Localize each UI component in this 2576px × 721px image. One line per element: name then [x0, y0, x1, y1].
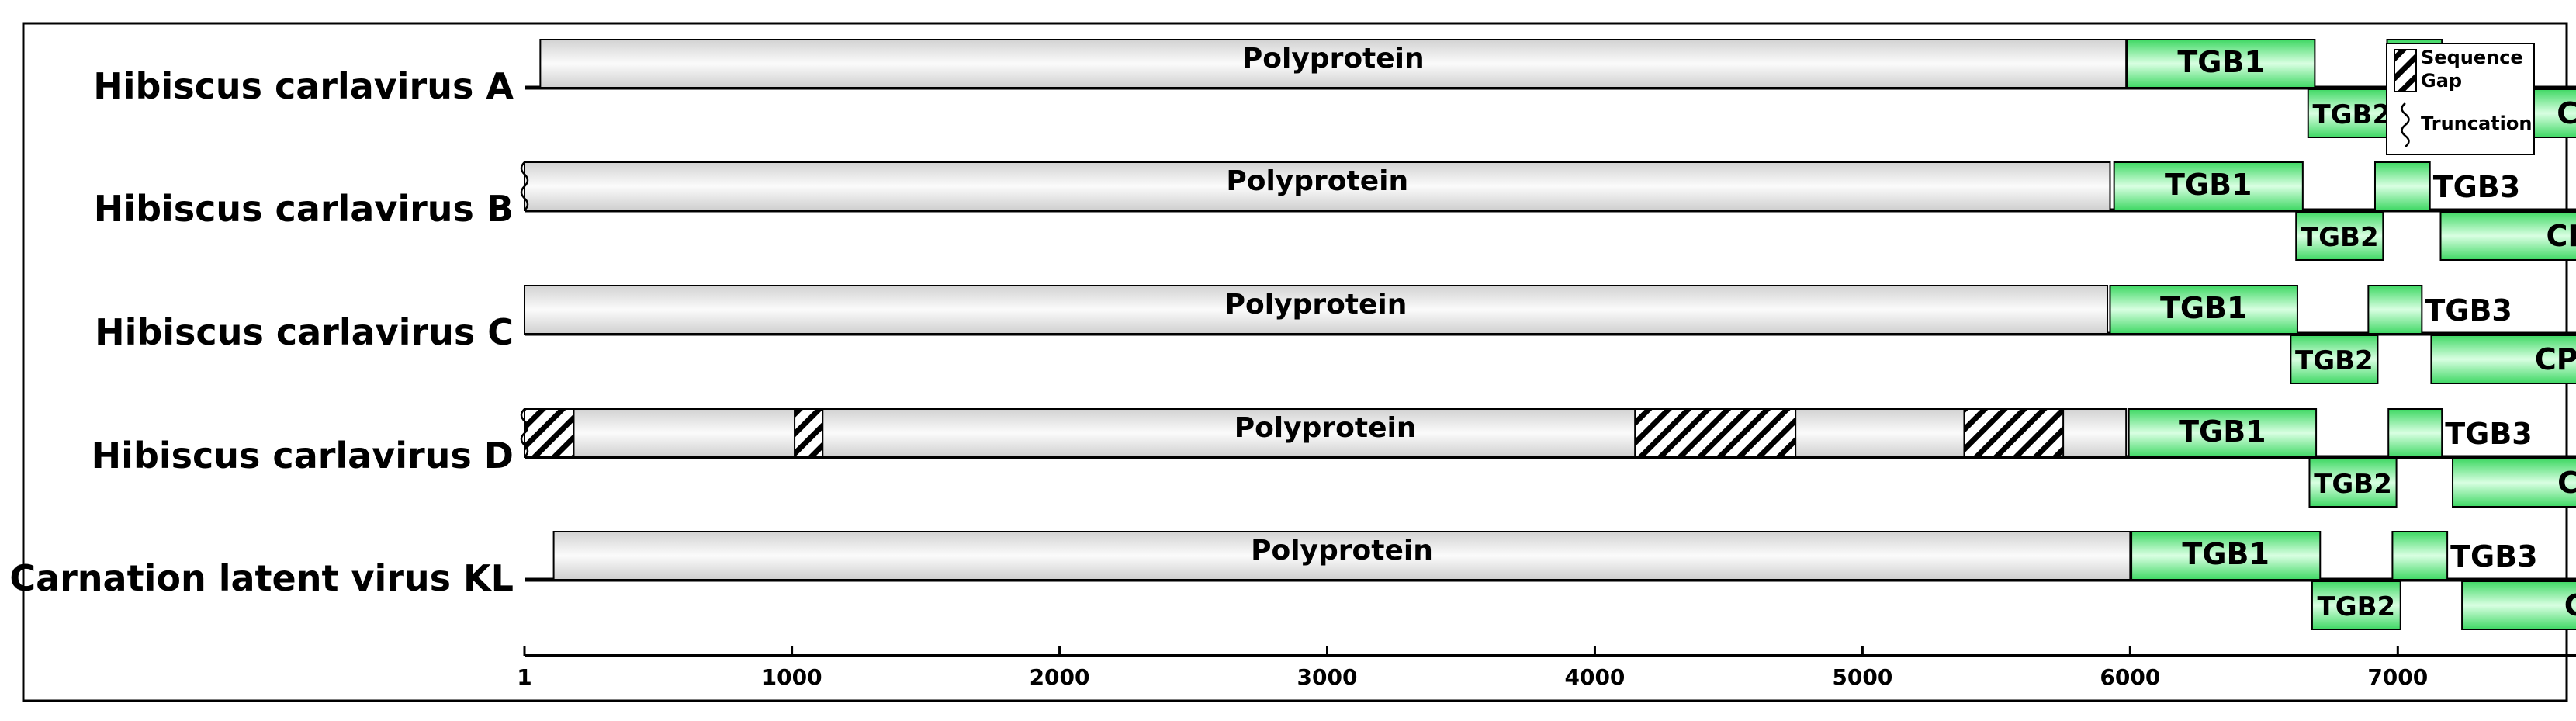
- legend-box: [2386, 43, 2535, 155]
- orf-polyprotein-label: Polyprotein: [1242, 43, 1425, 75]
- legend-sequence-gap-line2: Gap: [2421, 70, 2462, 92]
- orf-polyprotein-box: [539, 39, 2128, 88]
- genome-row-carnation-latent-virus-kl: Carnation latent virus KL Polyprotein TGB1…: [9, 531, 2576, 630]
- orf-tgb1-label: TGB1: [2182, 537, 2270, 571]
- orf-polyprotein-label: Polyprotein: [1226, 165, 1408, 197]
- genome-row-hibiscus-carlavirus-d: Hibiscus carlavirus D Polyprotein TGB1 TGB2…: [92, 408, 2576, 508]
- sequence-gap-region: [524, 408, 575, 458]
- orf-tgb2-box: [2311, 581, 2401, 630]
- orf-cp-box: [2439, 211, 2576, 261]
- orf-tgb3-label: TGB3: [2425, 293, 2512, 328]
- figure-frame: [22, 22, 2568, 702]
- genome-row-hibiscus-carlavirus-c: Hibiscus carlavirus C Polyprotein TGB1 TGB2…: [95, 285, 2576, 384]
- orf-cp-box: [2461, 581, 2576, 630]
- orf-cp-label: CP: [2546, 219, 2576, 253]
- sequence-gap-region: [1634, 408, 1797, 458]
- orf-tgb3-box: [2387, 408, 2443, 458]
- virus-name-label: Hibiscus carlavirus D: [92, 435, 514, 477]
- axis-tick-label: 6000: [2100, 664, 2160, 690]
- orf-cp-box: [2452, 458, 2576, 508]
- sequence-gap-region: [794, 408, 824, 458]
- truncation-symbol: [2401, 102, 2410, 147]
- orf-polyprotein-label: Polyprotein: [1225, 289, 1407, 321]
- virus-name-label: Carnation latent virus KL: [9, 557, 514, 599]
- axis-tick-label: 2000: [1030, 664, 1090, 690]
- orf-tgb1-label: TGB1: [2179, 414, 2266, 449]
- orf-tgb2-label: TGB2: [2312, 99, 2391, 130]
- orf-tgb1-box: [2128, 408, 2318, 458]
- genome-rows: Hibiscus carlavirus A Polyprotein TGB1 TGB2…: [9, 39, 2576, 630]
- axis-tick-label: 7000: [2367, 664, 2428, 690]
- orf-tgb3-label: TGB3: [2445, 417, 2533, 451]
- orf-tgb2-box: [2308, 458, 2398, 508]
- orf-tgb3-box: [2373, 161, 2431, 211]
- orf-polyprotein-label: Polyprotein: [1234, 412, 1417, 444]
- orf-tgb1-box: [2126, 39, 2316, 88]
- legend-truncation: Truncation: [2421, 113, 2532, 134]
- orf-tgb1-label: TGB1: [2165, 168, 2252, 202]
- axis-tick-label: 5000: [1832, 664, 1892, 690]
- orf-tgb2-box: [2295, 211, 2384, 261]
- orf-tgb2-label: TGB2: [2314, 469, 2392, 500]
- sequence-gap-region: [1963, 408, 2065, 458]
- orf-tgb1-box: [2109, 285, 2298, 335]
- orf-tgb2-label: TGB2: [2318, 591, 2396, 622]
- genome-row-hibiscus-carlavirus-a: Hibiscus carlavirus A Polyprotein TGB1 TGB2…: [93, 39, 2576, 138]
- genome-row-hibiscus-carlavirus-b: Hibiscus carlavirus B Polyprotein TGB1 TGB2…: [94, 161, 2576, 261]
- truncation-mark: [520, 161, 529, 211]
- orf-tgb3-label: TGB3: [2450, 539, 2538, 574]
- orf-cp-label: CP: [2564, 588, 2576, 622]
- orf-tgb1-box: [2113, 161, 2304, 211]
- orf-tgb2-label: TGB2: [2295, 345, 2373, 376]
- virus-name-label: Hibiscus carlavirus A: [93, 65, 514, 107]
- orf-tgb1-box: [2131, 531, 2322, 581]
- axis-tick-label: 1: [517, 664, 531, 690]
- legend-sequence-gap-line1: Sequence: [2421, 47, 2523, 68]
- orf-cp-box: [2430, 335, 2576, 384]
- orf-tgb1-label: TGB1: [2177, 45, 2265, 79]
- orf-tgb3-label: TGB3: [2433, 170, 2521, 204]
- orf-polyprotein-box: [524, 408, 2128, 458]
- orf-tgb2-box: [2307, 88, 2396, 138]
- orf-cp-label: CP: [2557, 96, 2576, 130]
- orf-tgb3-box: [2367, 285, 2423, 335]
- virus-name-label: Hibiscus carlavirus B: [94, 188, 514, 230]
- orf-polyprotein-box: [524, 285, 2109, 335]
- orf-polyprotein-box: [552, 531, 2131, 581]
- orf-tgb3-box: [2391, 531, 2449, 581]
- orf-cp-label: CP: [2557, 466, 2576, 500]
- orf-polyprotein-label: Polyprotein: [1251, 535, 1433, 567]
- axis-tick-label: 3000: [1297, 664, 1358, 690]
- sequence-gap-swatch: [2394, 49, 2417, 92]
- orf-tgb2-box: [2290, 335, 2379, 384]
- orf-cp-label: CP: [2535, 342, 2576, 376]
- orf-tgb1-label: TGB1: [2160, 291, 2248, 325]
- orf-tgb2-label: TGB2: [2301, 222, 2379, 253]
- axis-tick-label: 1000: [762, 664, 822, 690]
- axis-tick-label: 4000: [1564, 664, 1625, 690]
- truncation-mark: [520, 408, 529, 458]
- scale-axis: 1100020003000400050006000700080008500: [517, 646, 2576, 690]
- legend: Sequence Gap Truncation: [2386, 43, 2535, 155]
- virus-name-label: Hibiscus carlavirus C: [95, 311, 514, 353]
